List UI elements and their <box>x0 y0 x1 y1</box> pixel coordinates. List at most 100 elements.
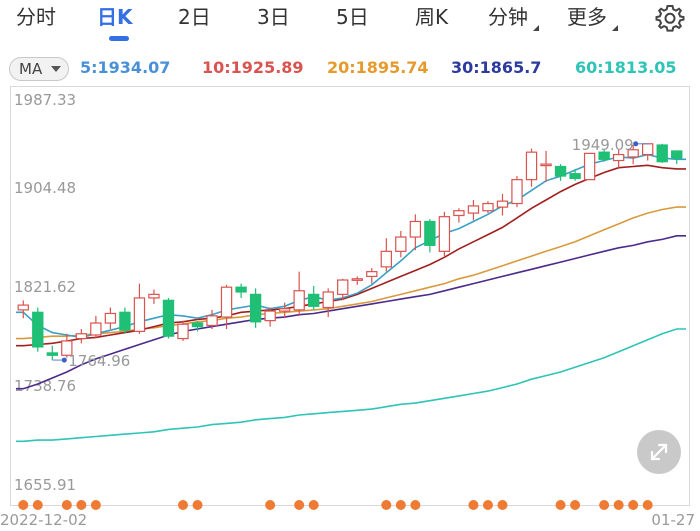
candle-body <box>642 143 654 156</box>
x-start-label: 2022-12-02 <box>0 511 87 529</box>
candle-body <box>540 163 552 167</box>
gear-icon[interactable] <box>655 3 685 33</box>
candle-body <box>583 152 596 181</box>
ma-value-1: 10:1925.89 <box>202 58 304 77</box>
event-marker <box>410 500 421 510</box>
candle-body <box>148 293 160 299</box>
candle-body <box>554 165 567 177</box>
event-marker <box>482 500 493 510</box>
candle-body <box>322 291 334 309</box>
y-tick-label: 1655.91 <box>14 476 76 494</box>
candle-body <box>90 322 102 336</box>
event-marker <box>468 500 479 510</box>
candle-body <box>61 340 73 356</box>
event-marker <box>265 500 276 510</box>
y-tick-label: 1738.76 <box>14 377 76 395</box>
tab-0[interactable]: 分时 <box>16 5 56 29</box>
x-end-label: 01-27 <box>651 511 695 529</box>
candle-body <box>671 150 683 159</box>
caret-down-icon <box>51 66 61 72</box>
candle-body <box>395 236 407 252</box>
tab-7[interactable]: 更多 <box>567 5 607 29</box>
candle-body <box>380 250 392 268</box>
candle-body <box>249 293 262 323</box>
max-label: 1949.09 <box>572 136 634 154</box>
candle-body <box>235 286 247 293</box>
candle-body <box>467 205 480 214</box>
ma-value-2: 20:1895.74 <box>327 58 429 77</box>
ma10-line <box>16 164 686 347</box>
event-marker <box>628 500 639 510</box>
candle-body <box>656 144 668 163</box>
tab-5[interactable]: 周K <box>415 5 449 29</box>
candle-body <box>17 304 29 311</box>
candle-body <box>337 279 349 295</box>
event-marker <box>178 500 188 510</box>
candle-body <box>351 278 363 281</box>
candle-body <box>424 220 436 246</box>
event-marker <box>18 500 29 510</box>
candle-body <box>206 315 218 327</box>
candle-body <box>612 153 625 162</box>
event-marker <box>395 500 406 510</box>
event-marker <box>32 500 43 510</box>
event-marker <box>294 500 305 510</box>
candle-body <box>438 216 451 252</box>
ma-legend: MA 5:1934.07 10:1925.89 20:1895.74 30:1865.… <box>0 56 700 82</box>
candle-body <box>482 202 494 212</box>
event-marker <box>76 500 87 510</box>
candle-body <box>75 333 88 340</box>
ma5-line <box>16 153 686 339</box>
candle-body <box>46 352 58 356</box>
tab-3[interactable]: 3日 <box>257 5 290 29</box>
event-marker <box>642 500 653 510</box>
y-tick-label: 1987.33 <box>14 91 76 109</box>
candle-body <box>220 286 233 318</box>
tab-1[interactable]: 日K <box>97 5 133 29</box>
candle-body <box>293 290 305 311</box>
event-marker <box>90 500 101 510</box>
candle-body <box>191 322 204 328</box>
event-marker <box>308 500 319 510</box>
event-marker <box>61 500 72 510</box>
tab-6[interactable]: 分钟 <box>488 5 528 29</box>
candle-body <box>453 210 465 217</box>
chart-frame <box>10 86 690 506</box>
candle-body <box>278 308 291 312</box>
ma-value-4: 60:1813.05 <box>575 58 677 77</box>
caret-down-icon <box>533 25 539 31</box>
ma30-line <box>16 235 686 390</box>
candle-body <box>409 220 422 238</box>
min-marker-dot <box>61 357 67 363</box>
caret-down-icon <box>612 25 618 31</box>
ma-selector[interactable]: MA <box>9 57 69 81</box>
active-tab-indicator <box>109 36 129 41</box>
ma-selector-label: MA <box>19 60 43 78</box>
event-marker <box>599 500 610 510</box>
candle-body <box>119 311 131 331</box>
candle-body <box>162 299 175 337</box>
candle-body <box>598 151 610 160</box>
y-tick-label: 1821.62 <box>14 278 76 296</box>
event-marker <box>555 500 566 510</box>
candle-body <box>627 149 639 158</box>
tab-2[interactable]: 2日 <box>178 5 211 29</box>
candle-body <box>32 311 44 348</box>
event-marker <box>497 500 508 510</box>
candle-body <box>366 271 378 278</box>
candle-body <box>104 312 117 324</box>
expand-icon[interactable] <box>637 430 681 474</box>
event-marker <box>613 500 624 510</box>
candle-body <box>133 297 146 332</box>
min-label: 1764.96 <box>68 352 130 370</box>
candle-body <box>511 179 523 205</box>
ma-value-3: 30:1865.7 <box>451 58 542 77</box>
y-tick-label: 1904.48 <box>14 179 76 197</box>
tab-4[interactable]: 5日 <box>336 5 369 29</box>
ma60-line <box>16 328 686 443</box>
candle-body <box>264 310 276 322</box>
candle-body <box>177 323 189 340</box>
ma-value-0: 5:1934.07 <box>80 58 171 77</box>
candle-body <box>525 151 538 181</box>
